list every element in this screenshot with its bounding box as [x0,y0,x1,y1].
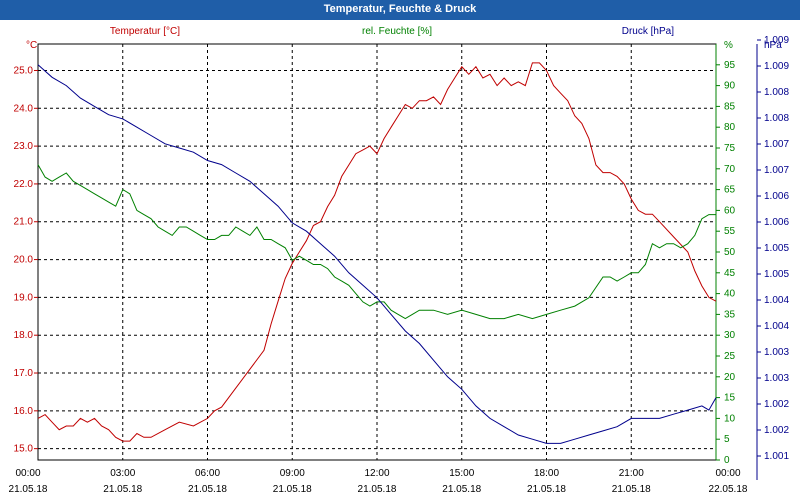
x-tick-time: 12:00 [364,468,389,479]
y-tick-label-humidity: 15 [724,393,736,404]
x-tick-time: 15:00 [449,468,474,479]
unit-pressure: hPa [764,40,782,51]
y-tick-label-humidity: 90 [724,81,736,92]
y-tick-label-temperature: 15.0 [14,444,34,455]
x-tick-time: 00:00 [715,468,740,479]
y-tick-label-humidity: 85 [724,101,736,112]
unit-humidity: % [724,40,733,51]
y-tick-label-temperature: 24.0 [14,103,34,114]
series-line-humidity [37,164,716,320]
x-tick-time: 03:00 [110,468,135,479]
grid-lines [38,44,716,460]
y-tick-label-humidity: 35 [724,309,736,320]
y-tick-label-pressure: 1.003 [764,347,789,358]
y-tick-label-humidity: 95 [724,60,736,71]
y-tick-label-pressure: 1.003 [764,373,789,384]
y-tick-label-temperature: 23.0 [14,141,34,152]
legend-temperature: Temperatur [°C] [110,26,180,37]
y-tick-label-humidity: 20 [724,372,736,383]
y-tick-label-pressure: 1.002 [764,399,789,410]
y-tick-label-pressure: 1.006 [764,217,789,228]
x-tick-date: 21.05.18 [273,484,312,495]
y-tick-label-pressure: 1.006 [764,191,789,202]
x-tick-date: 21.05.18 [188,484,227,495]
x-tick-date: 22.05.18 [709,484,748,495]
x-tick-time: 00:00 [15,468,40,479]
x-tick-date: 21.05.18 [527,484,566,495]
y-tick-label-humidity: 45 [724,268,736,279]
y-tick-label-humidity: 5 [724,434,730,445]
y-tick-label-pressure: 1.007 [764,165,789,176]
y-tick-label-temperature: 17.0 [14,368,34,379]
y-tick-label-pressure: 1.002 [764,425,789,436]
x-tick-time: 21:00 [619,468,644,479]
x-tick-date: 21.05.18 [442,484,481,495]
y-tick-label-humidity: 55 [724,226,736,237]
x-tick-time: 09:00 [280,468,305,479]
y-tick-label-pressure: 1.009 [764,61,789,72]
unit-temperature: °C [26,40,37,51]
y-tick-label-humidity: 0 [724,455,730,466]
x-tick-time: 06:00 [195,468,220,479]
series-line-temperature [37,62,717,442]
y-tick-label-temperature: 21.0 [14,217,34,228]
y-tick-label-pressure: 1.004 [764,321,789,332]
y-tick-label-humidity: 65 [724,185,736,196]
y-tick-label-humidity: 60 [724,205,736,216]
x-tick-time: 18:00 [534,468,559,479]
y-tick-label-pressure: 1.007 [764,139,789,150]
y-tick-label-temperature: 25.0 [14,65,34,76]
series-line-pressure [37,64,717,444]
legend-pressure: Druck [hPa] [622,26,674,37]
y-tick-label-humidity: 80 [724,122,736,133]
y-tick-label-humidity: 50 [724,247,736,258]
y-tick-label-humidity: 25 [724,351,736,362]
y-tick-label-temperature: 16.0 [14,406,34,417]
axes: 00:00 21.05.18 03:00 21.05.18 06:00 21.05.18 0… [9,35,790,495]
y-tick-label-temperature: 20.0 [14,255,34,266]
chart-canvas: 00:00 21.05.18 03:00 21.05.18 06:00 21.05.18 0… [9,26,790,495]
x-tick-date: 21.05.18 [103,484,142,495]
y-tick-label-temperature: 19.0 [14,292,34,303]
y-tick-label-pressure: 1.008 [764,113,789,124]
y-tick-label-humidity: 10 [724,413,736,424]
y-tick-label-pressure: 1.004 [764,295,789,306]
y-tick-label-pressure: 1.005 [764,269,789,280]
legend-humidity: rel. Feuchte [%] [362,26,432,37]
y-tick-label-pressure: 1.008 [764,87,789,98]
y-tick-label-pressure: 1.001 [764,451,789,462]
x-tick-date: 21.05.18 [612,484,651,495]
x-tick-date: 21.05.18 [358,484,397,495]
window-title: Temperatur, Feuchte & Druck [0,0,800,20]
y-tick-label-humidity: 70 [724,164,736,175]
y-tick-label-humidity: 40 [724,289,736,300]
y-tick-label-humidity: 75 [724,143,736,154]
y-tick-label-pressure: 1.005 [764,243,789,254]
y-tick-label-temperature: 18.0 [14,330,34,341]
x-tick-date: 21.05.18 [9,484,48,495]
y-tick-label-humidity: 30 [724,330,736,341]
y-tick-label-pressure: 1.009 [764,35,789,46]
series-lines [37,62,717,444]
y-tick-label-temperature: 22.0 [14,179,34,190]
